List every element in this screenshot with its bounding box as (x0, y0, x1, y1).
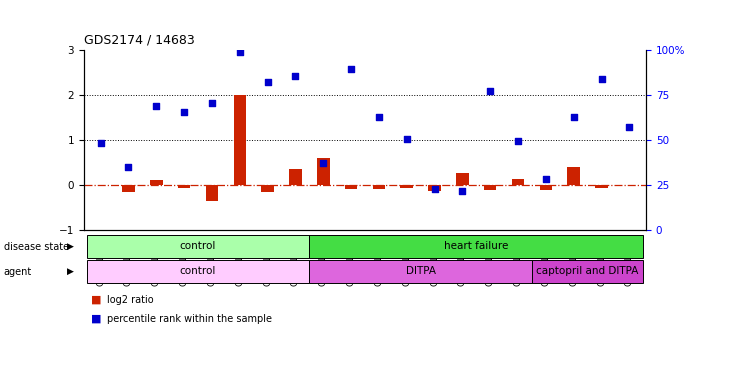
Point (596, 76, 607, 82)
Bar (595, 185, 608, 187)
Bar (234, 95, 246, 185)
Text: control: control (180, 266, 216, 276)
Bar (345, 185, 358, 189)
Text: control: control (180, 241, 216, 251)
Bar (87, 260, 310, 283)
Bar (512, 179, 524, 185)
Point (456, 188, 468, 194)
Bar (289, 169, 301, 185)
Bar (401, 185, 413, 189)
Bar (317, 158, 329, 185)
Text: GDS2174 / 14683: GDS2174 / 14683 (84, 33, 195, 46)
Point (178, 109, 190, 115)
Bar (87, 235, 310, 258)
Bar (429, 185, 441, 191)
Bar (150, 180, 163, 185)
Point (150, 103, 162, 109)
Point (512, 138, 524, 144)
Bar (539, 185, 552, 190)
Point (540, 175, 552, 182)
Point (568, 114, 580, 120)
Point (373, 114, 385, 120)
Text: agent: agent (4, 266, 32, 277)
Bar (532, 260, 643, 283)
Point (429, 186, 440, 192)
Text: ■: ■ (91, 295, 101, 305)
Text: log2 ratio: log2 ratio (107, 295, 154, 305)
Bar (567, 167, 580, 185)
Point (262, 78, 274, 84)
Text: ▶: ▶ (67, 242, 74, 251)
Bar (456, 173, 469, 185)
Point (623, 124, 635, 130)
Bar (261, 185, 274, 192)
Bar (372, 185, 385, 189)
Point (401, 136, 412, 142)
Point (318, 160, 329, 166)
Bar (206, 185, 218, 201)
Bar (484, 185, 496, 190)
Point (95, 140, 107, 146)
Point (485, 88, 496, 94)
Text: disease state: disease state (4, 242, 69, 252)
Text: DITPA: DITPA (406, 266, 436, 276)
Point (345, 66, 357, 72)
Text: heart failure: heart failure (444, 241, 509, 251)
Point (234, 49, 245, 55)
Text: ▶: ▶ (67, 267, 74, 276)
Text: ■: ■ (91, 314, 101, 324)
Text: captopril and DITPA: captopril and DITPA (537, 266, 639, 276)
Bar (310, 260, 532, 283)
Bar (122, 185, 135, 192)
Point (123, 164, 134, 170)
Bar (310, 235, 643, 258)
Point (206, 99, 218, 106)
Bar (178, 185, 191, 189)
Point (290, 73, 301, 79)
Text: percentile rank within the sample: percentile rank within the sample (107, 314, 272, 324)
